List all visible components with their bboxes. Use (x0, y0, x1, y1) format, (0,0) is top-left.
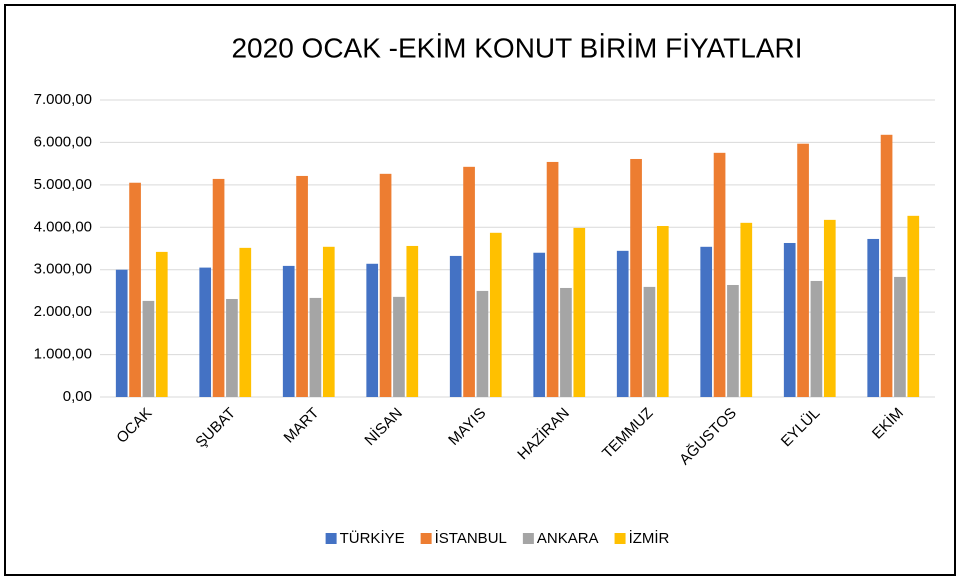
legend-label: İZMİR (629, 529, 670, 547)
legend-swatch (614, 533, 626, 544)
bar (740, 222, 753, 397)
bar (282, 265, 295, 397)
bar (379, 173, 392, 397)
bar (476, 290, 489, 397)
bar (546, 161, 559, 397)
bar (239, 247, 252, 397)
legend-label: TÜRKİYE (340, 529, 405, 547)
bar (656, 226, 669, 397)
y-tick-label: 2.000,00 (34, 303, 92, 320)
bar (115, 269, 128, 397)
bar (142, 300, 155, 397)
y-tick-label: 4.000,00 (34, 218, 92, 235)
bar (366, 263, 379, 397)
bar (867, 238, 880, 397)
bar (823, 219, 836, 397)
bar (406, 245, 419, 397)
bar (713, 152, 726, 397)
legend-label: İSTANBUL (435, 529, 507, 547)
bar (700, 246, 713, 397)
legend-swatch (420, 533, 432, 544)
bar (797, 143, 809, 397)
y-tick-label: 1.000,00 (34, 346, 92, 363)
bar (155, 251, 168, 397)
bar (616, 250, 629, 397)
bar (560, 287, 572, 397)
bar (727, 284, 739, 397)
y-tick-label: 7.000,00 (34, 91, 92, 108)
bar (783, 242, 796, 397)
legend-label: ANKARA (537, 530, 599, 547)
bar (309, 297, 322, 397)
y-tick-label: 3.000,00 (34, 261, 92, 278)
bar (296, 175, 308, 397)
legend: TÜRKİYE İSTANBUL ANKARA İZMİR (325, 529, 670, 547)
bar (489, 232, 502, 397)
bar (199, 267, 212, 397)
bar (810, 280, 823, 397)
bar (212, 178, 225, 397)
y-tick-label: 0,00 (63, 388, 92, 405)
bar (907, 215, 920, 397)
y-tick-label: 6.000,00 (34, 133, 92, 150)
legend-swatch (522, 533, 534, 544)
legend-swatch (325, 533, 337, 544)
bar (129, 182, 141, 397)
bar (226, 298, 238, 397)
y-tick-label: 5.000,00 (34, 176, 92, 193)
bar (894, 276, 906, 397)
bar (393, 296, 405, 397)
bar (573, 227, 586, 397)
bar (630, 158, 642, 397)
bar (643, 286, 656, 397)
bar (880, 134, 893, 397)
bar (322, 246, 335, 397)
chart-title: 2020 OCAK -EKİM KONUT BİRİM FİYATLARI (231, 32, 802, 63)
bar (463, 166, 475, 397)
bar (533, 252, 546, 397)
bar (449, 255, 462, 397)
